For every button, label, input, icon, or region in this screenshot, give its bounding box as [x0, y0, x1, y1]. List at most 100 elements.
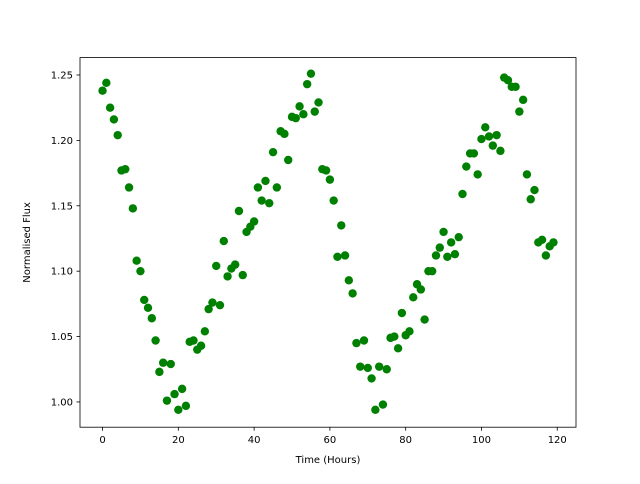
- plot-frame: [79, 57, 577, 428]
- data-point: [147, 314, 157, 323]
- x-tick-label: 80: [399, 435, 412, 446]
- data-point: [128, 204, 138, 213]
- data-point: [109, 115, 119, 124]
- data-point: [219, 236, 228, 246]
- data-point: [340, 251, 350, 260]
- data-point: [416, 285, 426, 294]
- data-point: [518, 95, 528, 105]
- data-point: [382, 365, 391, 374]
- data-point: [371, 405, 380, 415]
- data-point: [234, 206, 244, 216]
- data-point: [443, 252, 452, 261]
- data-point: [124, 183, 134, 192]
- data-point: [393, 344, 403, 353]
- data-point: [291, 113, 300, 123]
- y-tick-label: 1.00: [51, 397, 73, 408]
- x-tick-label: 40: [248, 435, 261, 446]
- data-point: [230, 260, 240, 269]
- data-point: [113, 130, 122, 140]
- data-point: [526, 195, 535, 204]
- data-point: [530, 185, 539, 195]
- data-point: [257, 196, 266, 205]
- x-tick-label: 100: [472, 435, 491, 446]
- data-point: [295, 102, 304, 111]
- data-point: [166, 359, 175, 369]
- data-point: [428, 266, 437, 276]
- data-point: [261, 176, 270, 186]
- data-point: [541, 251, 551, 260]
- data-point: [378, 400, 388, 409]
- data-point: [302, 79, 312, 89]
- data-point: [268, 147, 278, 157]
- data-point: [374, 362, 384, 371]
- data-point: [496, 146, 505, 156]
- data-point: [446, 238, 456, 247]
- data-point: [450, 249, 460, 259]
- data-point: [181, 401, 191, 411]
- data-point: [280, 129, 289, 139]
- data-point: [143, 303, 153, 312]
- data-point: [249, 217, 259, 226]
- data-point: [473, 170, 482, 179]
- data-point: [454, 232, 463, 242]
- data-point: [469, 149, 479, 158]
- data-point: [481, 123, 490, 132]
- data-point: [136, 266, 145, 276]
- data-point: [105, 103, 115, 112]
- data-point: [102, 78, 111, 88]
- data-point: [333, 252, 342, 261]
- data-point: [522, 170, 532, 179]
- data-point: [272, 183, 282, 192]
- data-point: [177, 384, 187, 394]
- data-point: [352, 338, 361, 348]
- data-point: [162, 396, 172, 405]
- data-point: [306, 69, 316, 78]
- data-point: [155, 367, 164, 377]
- data-point: [431, 251, 441, 260]
- data-point: [492, 130, 501, 140]
- data-point: [253, 183, 263, 192]
- data-point: [488, 141, 498, 150]
- x-tick-label: 20: [172, 435, 185, 446]
- data-point: [325, 175, 335, 184]
- data-point: [363, 363, 372, 373]
- x-tick-label: 120: [548, 435, 567, 446]
- data-point: [477, 134, 486, 144]
- data-point: [121, 164, 130, 174]
- data-point: [367, 374, 376, 383]
- data-point: [537, 235, 547, 244]
- data-point: [212, 261, 221, 271]
- data-point: [132, 256, 141, 265]
- data-point: [329, 196, 338, 205]
- data-point: [515, 107, 524, 116]
- data-point: [458, 189, 467, 199]
- data-point: [484, 132, 494, 141]
- data-point: [299, 110, 308, 119]
- data-point: [462, 162, 471, 171]
- data-point: [98, 86, 107, 95]
- data-point: [189, 336, 198, 345]
- data-point: [337, 221, 346, 230]
- y-tick-label: 1.15: [51, 201, 73, 212]
- data-point: [409, 293, 418, 302]
- data-point: [435, 243, 444, 252]
- data-point: [359, 336, 369, 345]
- data-point: [196, 341, 206, 350]
- y-axis-label: Normalised Flux: [22, 202, 33, 283]
- y-tick-label: 1.20: [51, 136, 73, 147]
- data-point: [356, 362, 365, 371]
- data-point: [397, 308, 407, 318]
- x-tick-label: 60: [324, 435, 337, 446]
- data-point: [284, 155, 293, 165]
- data-point: [208, 298, 217, 307]
- data-point: [140, 295, 149, 305]
- data-point: [549, 238, 558, 247]
- data-point: [151, 336, 160, 345]
- x-tick-label: 0: [99, 435, 105, 446]
- data-point: [174, 405, 183, 415]
- data-point: [420, 315, 429, 324]
- data-point: [204, 304, 213, 314]
- data-point: [348, 289, 357, 298]
- data-point: [265, 198, 274, 208]
